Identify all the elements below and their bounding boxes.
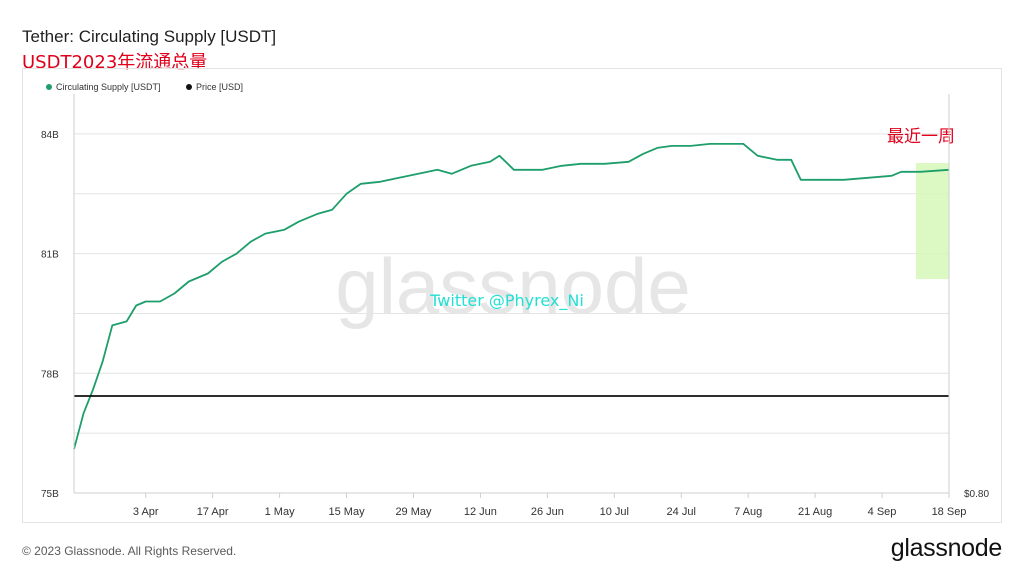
x-tick-label: 10 Jul: [600, 506, 629, 518]
axes-layer: 75B 78B 81B 84B 3 Apr 17 Apr 1 May 15 May 29 May…: [41, 94, 989, 518]
legend-dot: [186, 84, 192, 90]
x-tick-label: 26 Jun: [531, 506, 564, 518]
x-tick-label: 4 Sep: [868, 506, 897, 518]
chart-subtitle: USDT2023年流通总量: [22, 52, 208, 73]
watermark: glassnode: [335, 242, 691, 330]
legend-dot: [46, 84, 52, 90]
series-line-circulating-supply: [73, 143, 950, 450]
y-tick-label: 81B: [41, 250, 59, 261]
x-tick-label: 17 Apr: [197, 506, 229, 518]
x-tick-label: 24 Jul: [667, 506, 696, 518]
y-tick-label: 84B: [41, 130, 59, 141]
chart-frame: glassnode 最近一周 Twitter @Phyrex_Ni 75B 78B…: [22, 68, 1002, 523]
legend-label: Price [USD]: [196, 82, 243, 92]
x-tick-label: 21 Aug: [798, 506, 832, 518]
glassnode-logo: glassnode: [890, 534, 1003, 562]
copyright-text: © 2023 Glassnode. All Rights Reserved.: [22, 544, 237, 558]
x-tick-label: 3 Apr: [133, 506, 159, 518]
legend: Circulating Supply [USDT] Price [USD]: [46, 82, 243, 92]
lines-layer: [73, 143, 950, 450]
x-tick-label: 18 Sep: [932, 506, 967, 518]
x-tick-label: 29 May: [395, 506, 432, 518]
y-tick-label: 78B: [41, 369, 59, 380]
chart-svg: glassnode 最近一周 Twitter @Phyrex_Ni 75B 78B…: [41, 82, 989, 518]
chart-title: Tether: Circulating Supply [USDT]: [22, 27, 277, 46]
y-right-tick-label: $0.80: [964, 489, 989, 500]
x-tick-label: 12 Jun: [464, 506, 497, 518]
recent-week-label: 最近一周: [887, 127, 955, 147]
y-tick-label: 75B: [41, 489, 59, 500]
x-tick-label: 15 May: [329, 506, 366, 518]
recent-week-highlight: [916, 163, 949, 279]
twitter-handle-overlay: Twitter @Phyrex_Ni: [429, 291, 584, 311]
x-tick-label: 1 May: [265, 506, 295, 518]
legend-label: Circulating Supply [USDT]: [56, 82, 161, 92]
x-tick-label: 7 Aug: [734, 506, 762, 518]
